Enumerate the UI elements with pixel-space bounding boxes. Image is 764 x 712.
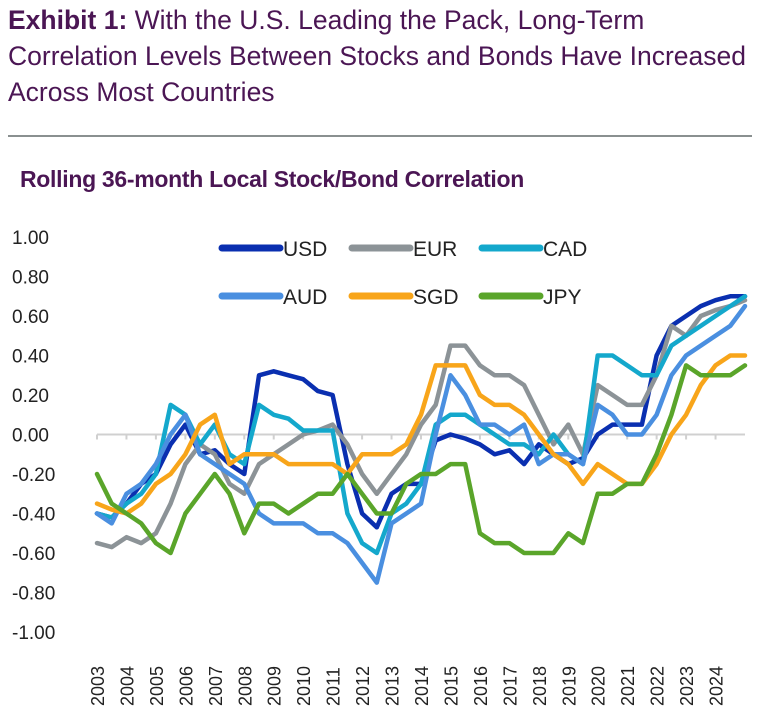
x-tick-label: 2022 <box>648 666 668 706</box>
chart-title: Rolling 36-month Local Stock/Bond Correl… <box>20 166 525 192</box>
x-tick-label: 2012 <box>353 666 373 706</box>
series-line-eur <box>94 297 748 550</box>
exhibit-title: Exhibit 1: With the U.S. Leading the Pac… <box>8 2 758 110</box>
x-tick-label: 2017 <box>500 666 520 706</box>
x-tick-label: 2016 <box>471 666 491 706</box>
legend-label-usd: USD <box>283 238 327 261</box>
y-tick-label: -0.60 <box>12 544 55 565</box>
legend-label-eur: EUR <box>413 238 457 261</box>
exhibit-title-text: With the U.S. Leading the Pack, Long-Ter… <box>8 5 747 107</box>
legend-label-aud: AUD <box>283 286 327 309</box>
y-tick-label: 1.00 <box>12 228 49 249</box>
x-tick-label: 2011 <box>324 667 344 706</box>
legend-label-jpy: JPY <box>543 286 582 309</box>
legend-label-sgd: SGD <box>413 286 459 309</box>
x-tick-label: 2010 <box>294 666 314 706</box>
series-line-jpy <box>94 363 748 556</box>
x-tick-label: 2003 <box>88 666 108 706</box>
x-tick-label: 2024 <box>707 666 727 706</box>
x-tick-label: 2009 <box>265 666 285 706</box>
y-tick-label: -1.00 <box>12 623 55 644</box>
x-tick-label: 2015 <box>441 666 461 706</box>
y-tick-label: 0.20 <box>12 386 49 407</box>
y-tick-label: 0.60 <box>12 307 49 328</box>
x-tick-label: 2020 <box>589 666 609 706</box>
y-tick-label: -0.80 <box>12 584 55 605</box>
x-tick-label: 2008 <box>235 666 255 706</box>
x-tick-label: 2023 <box>677 666 697 706</box>
exhibit-label: Exhibit 1: <box>8 5 128 35</box>
y-tick-label: 0.40 <box>12 347 49 368</box>
x-tick-label: 2004 <box>117 666 137 706</box>
x-tick-label: 2018 <box>530 666 550 706</box>
y-tick-label: 0.00 <box>12 426 49 447</box>
x-tick-label: 2013 <box>383 666 403 706</box>
series-line-cad <box>94 294 748 556</box>
divider <box>8 135 752 137</box>
y-tick-label: -0.40 <box>12 505 55 526</box>
x-tick-label: 2014 <box>412 666 432 706</box>
x-tick-label: 2019 <box>559 666 579 706</box>
legend-label-cad: CAD <box>543 238 587 261</box>
x-tick-label: 2007 <box>206 666 226 706</box>
x-tick-label: 2021 <box>618 666 638 706</box>
x-tick-label: 2005 <box>147 666 167 706</box>
y-tick-label: 0.80 <box>12 268 49 289</box>
x-tick-label: 2006 <box>176 666 196 706</box>
series-line-aud <box>94 303 748 585</box>
y-tick-label: -0.20 <box>12 465 55 486</box>
